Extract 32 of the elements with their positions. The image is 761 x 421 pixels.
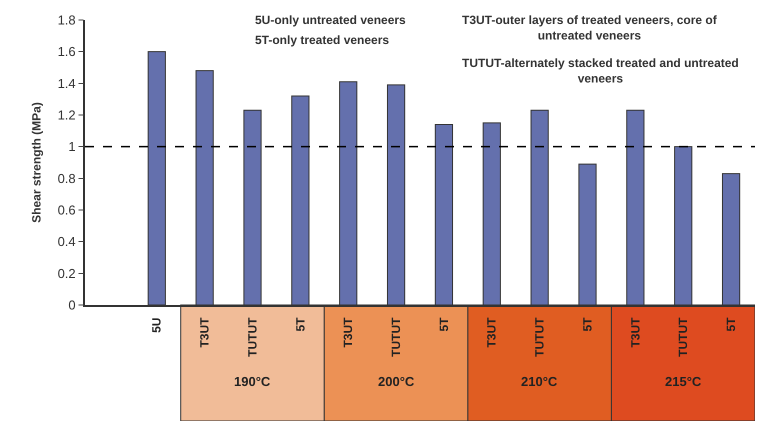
annotation: TUTUT-alternately stacked treated and untreated veneers xyxy=(462,56,739,86)
x-tick-label: T3UT xyxy=(341,316,356,348)
y-tick-label: 1.8 xyxy=(58,12,76,28)
x-tick-label: T3UT xyxy=(484,316,499,348)
y-tick-label: 1 xyxy=(68,139,76,154)
x-tick-label: 5T xyxy=(436,316,451,332)
text: 200°C xyxy=(378,374,415,389)
y-tick-label: 0.2 xyxy=(58,266,76,281)
y-tick-label: 0.4 xyxy=(58,234,76,250)
text: 190°C xyxy=(234,374,271,389)
x-tick-label: T3UT xyxy=(198,316,212,348)
x-tick-label: 5T xyxy=(293,316,308,332)
x-tick-label: TUTUT xyxy=(245,316,260,357)
y-tick-label: 1.4 xyxy=(58,76,76,91)
y-tick-label: 0.6 xyxy=(58,202,76,218)
y-axis-title: Shear strength (MPa) xyxy=(29,102,44,223)
x-tick-label: T3UT xyxy=(628,316,642,348)
y-tick-label: 1.2 xyxy=(58,108,76,123)
y-tick-label: 1.6 xyxy=(58,44,76,60)
annotation: 5U-only untreated veneers xyxy=(255,13,406,27)
annotation: T3UT-outer layers of treated veneers, core of untreated veneers xyxy=(462,13,718,43)
x-tick-label: TUTUT xyxy=(388,316,403,357)
y-tick-label: 0.8 xyxy=(58,170,76,186)
text: 210°C xyxy=(521,374,558,389)
x-tick-label: 5T xyxy=(724,316,738,332)
x-tick-label: 5U xyxy=(150,318,164,333)
x-tick-label: 5T xyxy=(580,316,594,332)
annotation: 5T-only treated veneers xyxy=(255,33,390,47)
text: 215°C xyxy=(665,374,702,389)
y-tick-label: 0 xyxy=(68,298,76,313)
x-tick-label: TUTUT xyxy=(532,316,547,357)
x-tick-label: TUTUT xyxy=(676,316,690,357)
